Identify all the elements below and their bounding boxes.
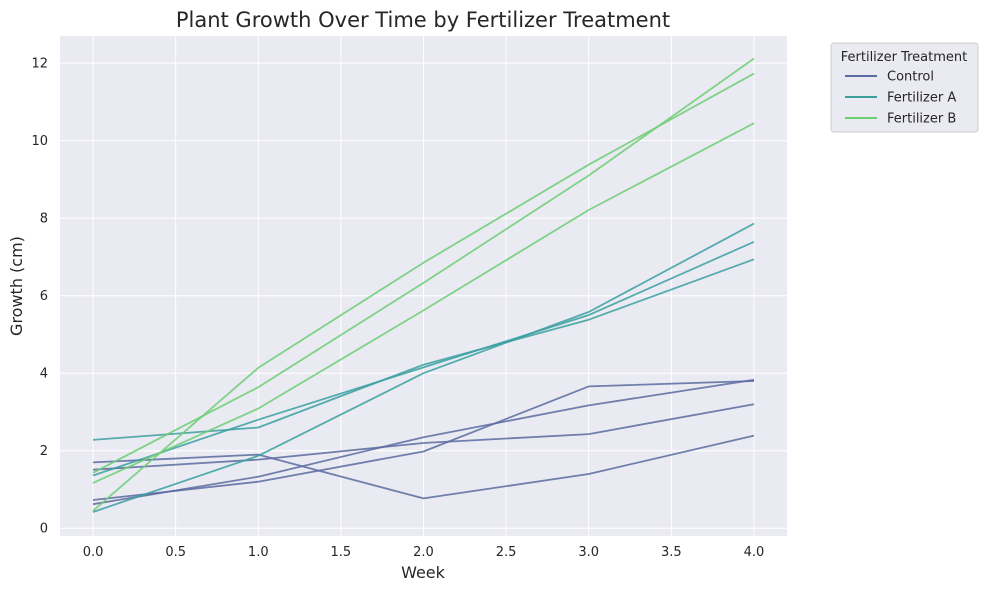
legend-items: Control Fertilizer A Fertilizer B xyxy=(845,70,956,127)
x-tick-label: 1.0 xyxy=(248,545,269,560)
legend-label-fertilizer-b: Fertilizer B xyxy=(887,112,956,127)
series-line-control xyxy=(92,434,755,500)
x-tick-label: 3.0 xyxy=(578,545,599,560)
series-line-control xyxy=(92,403,755,471)
series-line-fertilizer-a xyxy=(92,222,755,513)
y-tick-label: 8 xyxy=(40,212,48,227)
series-lines xyxy=(92,57,755,513)
x-tick-label: 4.0 xyxy=(744,545,765,560)
legend-label-fertilizer-a: Fertilizer A xyxy=(887,91,956,106)
x-tick-label: 1.5 xyxy=(331,545,352,560)
series-line-fertilizer-b xyxy=(92,122,755,484)
series-line-fertilizer-a xyxy=(92,258,755,441)
x-tick-label: 0.5 xyxy=(165,545,186,560)
x-tick-label: 2.5 xyxy=(496,545,517,560)
series-line-control xyxy=(92,378,755,506)
x-tick-label: 0.0 xyxy=(83,545,104,560)
y-axis-label: Growth (cm) xyxy=(7,236,26,336)
chart-title: Plant Growth Over Time by Fertilizer Tre… xyxy=(176,8,670,32)
y-tick-label: 0 xyxy=(40,522,48,537)
y-tick-label: 2 xyxy=(40,444,48,459)
x-tick-label: 3.5 xyxy=(661,545,682,560)
series-line-control xyxy=(92,380,755,501)
y-tick-label: 12 xyxy=(31,57,48,72)
y-tick-labels: 0 2 4 6 8 10 12 xyxy=(31,57,48,537)
y-tick-label: 4 xyxy=(40,367,48,382)
series-line-fertilizer-b xyxy=(92,72,755,512)
legend-box xyxy=(830,42,979,133)
y-tick-label: 10 xyxy=(31,134,48,149)
series-line-fertilizer-a xyxy=(92,240,755,477)
legend: Fertilizer Treatment Control Fertilizer A… xyxy=(830,42,979,133)
legend-label-control: Control xyxy=(887,70,934,85)
y-tick-label: 6 xyxy=(40,289,48,304)
x-tick-label: 2.0 xyxy=(413,545,434,560)
legend-title: Fertilizer Treatment xyxy=(841,50,968,65)
x-axis-label: Week xyxy=(401,563,446,582)
x-tick-labels: 0.0 0.5 1.0 1.5 2.0 2.5 3.0 3.5 4.0 xyxy=(83,545,765,560)
